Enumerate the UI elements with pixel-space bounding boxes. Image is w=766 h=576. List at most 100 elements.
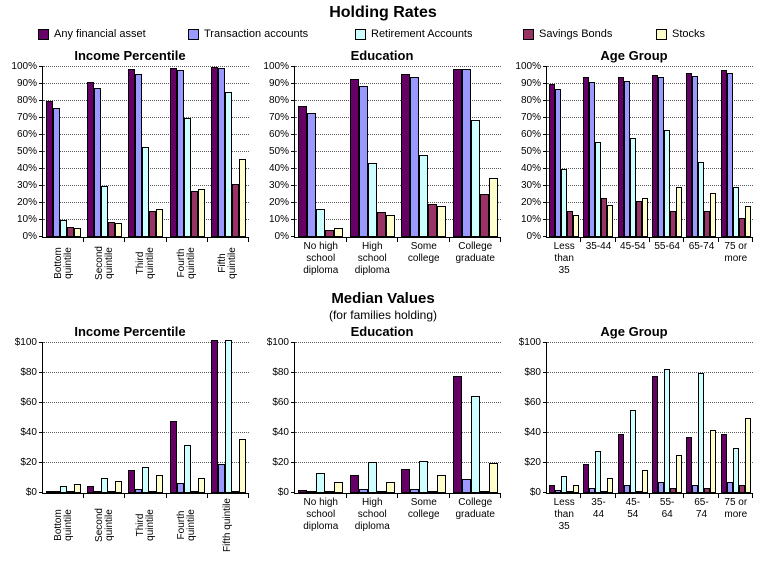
x-axis-label: Fifth quintile (208, 494, 249, 556)
x-axis-tick (500, 238, 501, 242)
x-axis-label: Less than 35 (547, 238, 581, 282)
bar-savings-bonds (428, 204, 438, 237)
bar-group (719, 67, 753, 237)
gridline (295, 202, 501, 203)
x-axis-label: 35- 44 (581, 494, 615, 538)
y-axis-label: 20% (520, 197, 541, 208)
gridline (295, 100, 501, 101)
chart-title: Age Group (600, 324, 668, 339)
y-axis-tick (543, 202, 547, 203)
bar-savings-bonds (149, 211, 157, 237)
y-axis-label: $0 (529, 487, 541, 498)
y-axis-label: 40% (268, 163, 289, 174)
bar-savings-bonds (635, 201, 642, 237)
bar-stocks (115, 481, 123, 493)
bar-savings-bonds (67, 227, 75, 237)
x-axis-label-text: Fifth quintile (222, 498, 234, 552)
y-axis-label: $100 (266, 337, 289, 348)
bar-any-financial-asset (401, 74, 411, 237)
bar-groups (43, 67, 249, 237)
bar-stocks (607, 205, 614, 237)
bar-groups (43, 340, 249, 493)
median-values-row: Income Percentile $0 $20 $40 $60 $80 $100 Botto… (0, 322, 766, 556)
bar-savings-bonds (670, 488, 677, 493)
bar-group (208, 67, 249, 237)
x-axis-label-text: Less than 35 (553, 497, 575, 532)
legend-label: Savings Bonds (539, 28, 613, 40)
x-axis-label-text: Fifth quintile (217, 247, 239, 279)
bar-transaction-accounts (461, 69, 471, 237)
y-axis-label: $100 (14, 337, 37, 348)
y-axis-tick (39, 66, 43, 67)
bar-any-financial-asset (583, 464, 590, 493)
y-axis-label: 50% (520, 146, 541, 157)
x-axis-label-text: 75 or more (724, 497, 748, 520)
bar-retirement-accounts (101, 478, 109, 493)
bar-any-financial-asset (617, 434, 624, 493)
y-axis-tick (39, 134, 43, 135)
bar-retirement-accounts (419, 461, 429, 493)
y-axis-tick (39, 168, 43, 169)
x-axis-labels: No high school diploma High school diplom… (295, 238, 508, 282)
y-axis-tick (39, 117, 43, 118)
bar-retirement-accounts (470, 120, 480, 237)
bar-transaction-accounts (623, 81, 630, 237)
bar-stocks (74, 228, 82, 237)
y-axis-label: 80% (16, 95, 37, 106)
y-axis-label: 60% (520, 129, 541, 140)
y-axis-label: $40 (272, 427, 289, 438)
y-axis-tick (291, 117, 295, 118)
x-axis-tick (718, 494, 719, 498)
bar-retirement-accounts (142, 147, 150, 237)
y-axis-tick (543, 66, 547, 67)
chart-plot-area: $0 $20 $40 $60 $80 $100 (4, 338, 256, 498)
bar-transaction-accounts (358, 86, 368, 237)
bar-group (347, 67, 399, 237)
bar-savings-bonds (108, 491, 116, 493)
gridline (43, 462, 249, 463)
bar-stocks (156, 475, 164, 493)
plot (39, 340, 249, 498)
legend-label: Stocks (672, 28, 706, 40)
bar-transaction-accounts (692, 76, 699, 237)
legend-label: Transaction accounts (204, 28, 309, 40)
x-axis-label-text: 65-74 (688, 241, 715, 252)
y-axis-tick (291, 236, 295, 237)
bar-retirement-accounts (561, 476, 568, 493)
y-axis-tick (291, 185, 295, 186)
x-axis-label-text: Less than 35 (553, 241, 575, 276)
x-axis-label: Second quintile (84, 494, 125, 556)
plot (543, 342, 753, 498)
legend-item-retirement-accounts: Retirement Accounts (355, 28, 473, 40)
x-axis-tick (449, 494, 450, 498)
bar-transaction-accounts (410, 77, 420, 237)
y-axis-tick (39, 402, 43, 403)
bar-transaction-accounts (692, 485, 699, 493)
x-axis-label: Some college (398, 238, 450, 282)
x-axis-label: Bottom quintile (43, 238, 84, 288)
holding-rates-row: Income Percentile 0% 10% 20% 30% 40% 50% 60% 70%… (0, 46, 766, 288)
x-axis-tick (166, 494, 167, 498)
chart-title: Education (350, 324, 414, 339)
y-axis-tick (543, 372, 547, 373)
bar-retirement-accounts (224, 340, 232, 493)
bar-any-financial-asset (210, 67, 218, 237)
bar-stocks (385, 482, 395, 493)
legend-swatch-transaction-accounts (188, 28, 199, 40)
y-axis-tick (39, 342, 43, 343)
x-axis-label-text: Second quintile (93, 246, 115, 280)
bar-any-financial-asset (210, 340, 218, 493)
bar-retirement-accounts (664, 130, 671, 237)
x-axis-label-text: Fourth quintile (176, 247, 198, 279)
y-axis-label: $60 (272, 397, 289, 408)
bar-stocks (744, 418, 751, 493)
y-axis-labels: $0 $20 $40 $60 $80 $100 (508, 338, 546, 498)
bar-savings-bonds (231, 184, 239, 237)
x-axis-label: Fourth quintile (167, 494, 208, 556)
bar-stocks (744, 206, 751, 237)
y-axis-tick (291, 462, 295, 463)
x-axis-label-text: High school diploma (354, 241, 390, 276)
bar-group (581, 67, 615, 237)
y-axis-label: $80 (20, 367, 37, 378)
y-axis-tick (291, 66, 295, 67)
